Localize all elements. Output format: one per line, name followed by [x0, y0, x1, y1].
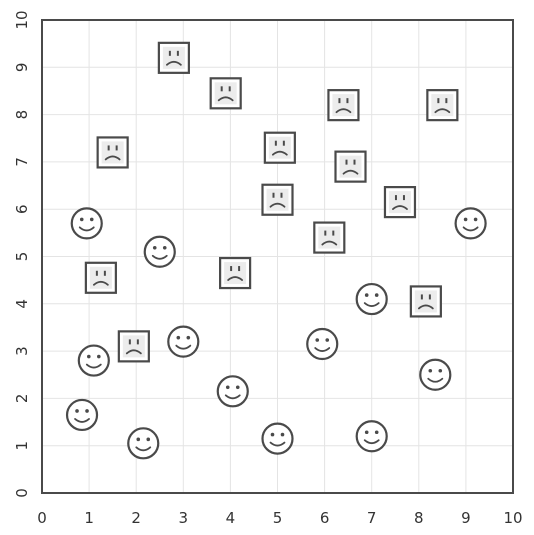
x-tick-label: 9 — [461, 509, 471, 527]
frown-square-icon — [157, 41, 190, 74]
plot-frame — [41, 19, 514, 494]
smiley-circle-icon — [65, 398, 99, 432]
x-tick-label: 0 — [37, 509, 47, 527]
smiley-circle-icon — [70, 207, 103, 240]
y-tick-label: 0 — [13, 488, 31, 498]
frown-square-icon — [209, 77, 242, 110]
frown-square-icon — [261, 183, 294, 216]
x-tick-label: 3 — [179, 509, 189, 527]
y-tick-label: 7 — [13, 157, 31, 167]
x-tick-label: 5 — [273, 509, 283, 527]
smiley-circle-icon — [454, 207, 487, 240]
frown-square-icon — [383, 186, 417, 219]
x-tick-label: 7 — [367, 509, 377, 527]
smiley-circle-icon — [355, 282, 388, 316]
frown-square-icon — [263, 131, 296, 164]
y-tick-label: 4 — [13, 299, 31, 309]
x-tick-label: 1 — [84, 509, 94, 527]
smiley-circle-icon — [355, 420, 388, 453]
y-tick-label: 8 — [13, 110, 31, 120]
data-markers — [65, 41, 487, 460]
y-tick-label: 6 — [13, 204, 31, 214]
y-axis-tick-labels: 0 1 2 3 4 5 6 7 8 9 10 — [13, 10, 31, 497]
frown-square-icon — [327, 89, 360, 122]
x-tick-label: 4 — [226, 509, 236, 527]
y-tick-label: 9 — [13, 63, 31, 73]
y-tick-label: 3 — [13, 346, 31, 356]
smiley-circle-icon — [167, 325, 200, 358]
x-tick-label: 6 — [320, 509, 330, 527]
frown-square-icon — [313, 221, 346, 254]
frown-square-icon — [219, 256, 252, 290]
smiley-circle-icon — [216, 375, 249, 408]
smiley-circle-icon — [419, 358, 452, 391]
smiley-circle-icon — [261, 422, 294, 455]
y-tick-label: 1 — [13, 441, 31, 451]
frown-square-icon — [117, 330, 150, 363]
smiley-circle-icon — [127, 427, 160, 460]
x-tick-label: 2 — [131, 509, 141, 527]
frown-square-icon — [409, 285, 442, 318]
y-tick-label: 2 — [13, 394, 31, 404]
smiley-circle-icon — [306, 327, 339, 361]
y-tick-label: 5 — [13, 252, 31, 262]
x-tick-label: 8 — [414, 509, 424, 527]
smiley-circle-icon — [77, 344, 110, 377]
frown-square-icon — [426, 89, 459, 122]
x-tick-label: 10 — [503, 509, 522, 527]
x-axis-tick-labels: 0 1 2 3 4 5 6 7 8 9 10 — [37, 509, 522, 527]
smiley-circle-icon — [143, 235, 176, 268]
frown-square-icon — [96, 136, 129, 169]
frown-square-icon — [334, 150, 367, 183]
frown-square-icon — [84, 261, 117, 294]
y-tick-label: 10 — [13, 10, 31, 29]
